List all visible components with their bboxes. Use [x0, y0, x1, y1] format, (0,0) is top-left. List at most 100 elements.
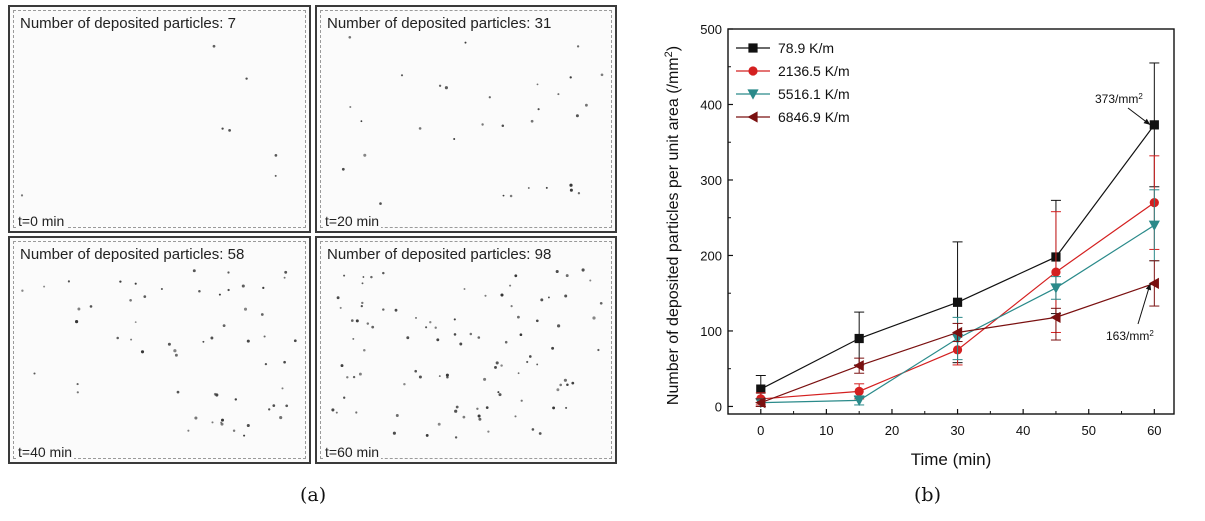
particle-dot	[510, 305, 513, 308]
particle-dot	[577, 192, 581, 195]
particle-dot	[75, 320, 79, 324]
particle-dot	[245, 77, 248, 80]
particle-dot	[557, 93, 560, 96]
particle-dot	[272, 404, 276, 407]
particle-dot	[274, 154, 278, 157]
particle-dot	[394, 308, 398, 312]
particle-dot	[446, 375, 449, 379]
time-label: t=0 min	[16, 213, 67, 229]
particle-field	[21, 269, 297, 437]
particle-dot	[509, 284, 512, 287]
particle-dot	[425, 433, 429, 437]
caption-a: (a)	[300, 484, 327, 506]
particle-dot	[220, 422, 224, 426]
particle-dot	[569, 183, 573, 187]
particle-dot	[134, 282, 137, 285]
micrograph-t20: Number of deposited particles: 31 t=20 m…	[315, 5, 617, 233]
time-label: t=60 min	[323, 444, 382, 460]
particle-dot	[429, 321, 432, 324]
particle-dot	[129, 298, 132, 302]
particle-dot	[348, 35, 352, 39]
particle-dot	[264, 362, 268, 366]
particle-dot	[414, 369, 417, 373]
particle-dot	[227, 271, 230, 274]
particle-dot	[221, 127, 224, 130]
particle-dot	[228, 129, 231, 132]
particle-dot	[43, 285, 46, 288]
particle-dot	[406, 336, 410, 340]
particle-dot	[395, 414, 399, 417]
particle-dot	[459, 342, 463, 346]
x-tick-label: 60	[1147, 423, 1161, 438]
particle-dot	[119, 280, 122, 283]
particle-dot	[453, 138, 456, 140]
particle-dot	[537, 108, 540, 111]
particle-dot	[418, 127, 422, 130]
particle-dot	[340, 364, 344, 368]
particle-dot	[514, 415, 517, 418]
particle-dot	[453, 333, 457, 336]
particle-dot	[463, 288, 466, 290]
x-tick-label: 40	[1016, 423, 1030, 438]
particle-dot	[382, 308, 385, 311]
particle-dot	[358, 372, 362, 376]
legend-label: 2136.5 K/m	[778, 63, 850, 79]
particle-dot	[134, 321, 137, 323]
micrograph-frame	[13, 10, 306, 228]
particle-dot	[464, 41, 467, 44]
particle-dot	[279, 416, 283, 420]
particle-dot	[76, 391, 79, 394]
particle-dot	[438, 84, 442, 87]
particle-dot	[363, 349, 366, 352]
particle-dot	[360, 304, 363, 308]
particle-dot	[366, 322, 370, 325]
data-point	[853, 395, 865, 407]
particle-dot	[418, 375, 422, 379]
particle-dot	[243, 307, 248, 311]
particle-dot	[462, 415, 466, 419]
particle-dot	[575, 114, 579, 118]
micrograph-frame	[320, 241, 612, 459]
legend-label: 5516.1 K/m	[778, 86, 850, 102]
particle-dot	[526, 360, 529, 364]
particle-dot	[535, 319, 539, 323]
particle-dot	[293, 339, 297, 343]
particle-dot	[477, 414, 481, 418]
annotation-main: 373/mm	[1095, 92, 1138, 106]
y-tick-label: 500	[700, 22, 722, 37]
particle-dot	[167, 342, 171, 346]
particle-dot	[352, 337, 355, 340]
data-point	[1050, 311, 1061, 323]
particle-dot	[77, 307, 81, 311]
particle-dot	[425, 326, 428, 329]
y-tick-label: 400	[700, 97, 722, 112]
particle-dot	[494, 365, 497, 369]
particle-dot	[285, 404, 289, 408]
y-tick-label: 200	[700, 248, 722, 263]
x-tick-label: 50	[1082, 423, 1096, 438]
particle-dot	[551, 346, 555, 350]
particle-dot	[268, 408, 271, 411]
particle-dot	[67, 280, 70, 283]
legend-marker	[748, 66, 758, 76]
particle-dot	[437, 422, 441, 426]
particle-dot	[341, 167, 345, 171]
data-point	[1148, 220, 1160, 231]
particle-dot	[536, 83, 539, 86]
particle-dot	[213, 392, 217, 396]
legend-label: 78.9 K/m	[778, 40, 834, 56]
particle-dot	[361, 301, 364, 305]
particle-field	[331, 268, 603, 439]
annotation-373: 373/mm2	[1095, 92, 1151, 126]
particle-dot	[519, 333, 523, 337]
particle-dot	[585, 103, 588, 107]
particle-dot	[434, 326, 437, 329]
deposition-chart: 0 10 20 30 40 50 60 0 100 200 300 400 500 Time (min) N…	[663, 22, 1175, 469]
particle-dot	[415, 316, 417, 319]
particle-dot	[565, 274, 569, 278]
particle-dot	[198, 290, 201, 293]
annotation-text: 373/mm2	[1095, 92, 1143, 107]
particle-dot	[192, 269, 196, 273]
particle-dot	[349, 105, 352, 109]
x-tick-label: 10	[819, 423, 833, 438]
